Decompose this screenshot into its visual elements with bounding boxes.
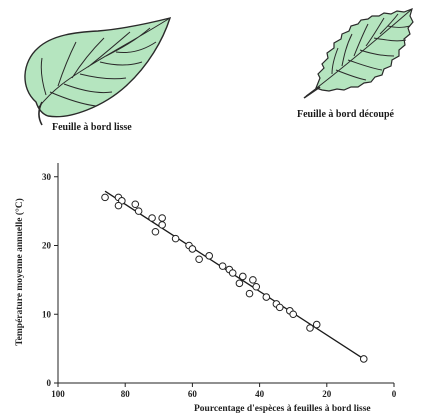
x-tick-label: 60: [188, 389, 198, 399]
data-point: [148, 214, 156, 222]
data-point: [114, 201, 123, 210]
data-point: [134, 207, 143, 215]
data-point: [245, 289, 254, 298]
data-point: [171, 234, 180, 243]
toothed-leaf-stem: [303, 86, 321, 99]
data-point: [195, 255, 203, 264]
data-point: [235, 279, 244, 288]
y-axis-title: Température moyenne annuelle (°C): [14, 198, 25, 346]
x-tick-label: 0: [392, 389, 397, 399]
data-point: [158, 214, 166, 222]
y-tick-label: 20: [42, 241, 52, 251]
y-tick-label: 10: [42, 309, 52, 319]
data-point: [101, 193, 109, 202]
x-tick-label: 80: [121, 389, 131, 399]
data-point: [275, 303, 284, 312]
data-point: [218, 262, 227, 270]
data-point: [188, 245, 197, 253]
toothed-leaf-illustration: [303, 8, 414, 99]
smooth-leaf-illustration: [24, 17, 172, 126]
smooth-leaf-caption: Feuille à bord lisse: [52, 122, 132, 133]
data-point: [312, 320, 321, 329]
data-point: [151, 227, 160, 236]
smooth-leaf-stem: [38, 101, 43, 126]
data-point: [262, 293, 271, 301]
toothed-leaf-veins: [305, 8, 413, 97]
y-tick-label: 30: [42, 172, 52, 182]
data-point: [306, 324, 314, 332]
x-tick-label: 20: [322, 389, 332, 399]
data-point: [131, 200, 140, 209]
data-point: [205, 252, 213, 260]
smooth-leaf-veins: [37, 17, 171, 109]
y-tick-label: 0: [47, 378, 52, 388]
data-point: [359, 355, 368, 363]
toothed-leaf-caption: Feuille à bord découpé: [297, 109, 394, 120]
data-point: [252, 282, 261, 291]
data-point: [158, 221, 166, 229]
data-point: [239, 272, 247, 281]
data-point: [228, 269, 237, 277]
data-point: [249, 276, 257, 284]
data-point: [289, 310, 298, 319]
x-tick-label: 100: [51, 389, 65, 399]
x-tick-label: 40: [255, 389, 265, 399]
x-axis-title: Pourcentage d'espèces à feuilles à bord …: [194, 404, 371, 414]
